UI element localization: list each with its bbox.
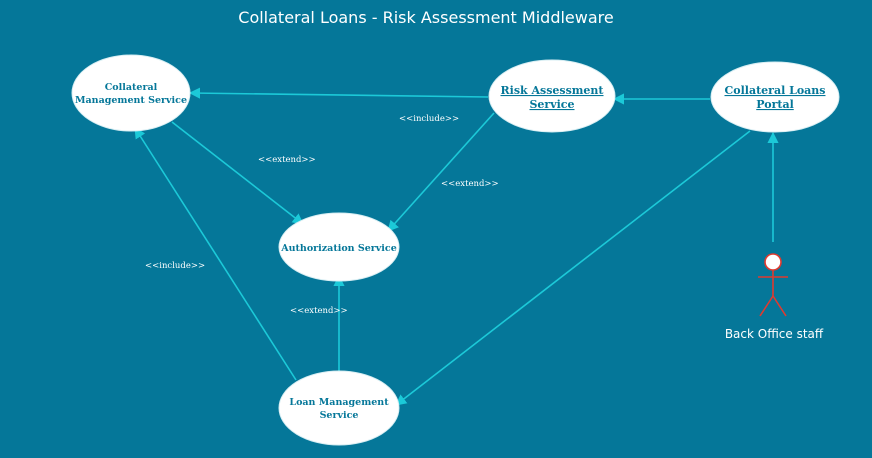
node-label-line-2: Service [320, 410, 359, 421]
use-case-risk-assessment-service[interactable]: Risk Assessment Service [488, 59, 616, 133]
node-label-line-1: Risk Assessment [501, 84, 605, 97]
edge-loan-to-collateral [134, 127, 297, 381]
node-label-line-1: Collateral [105, 82, 158, 93]
node-label-line-2: Management Service [75, 95, 187, 106]
edge-portal-to-loan [395, 130, 751, 406]
use-case-authorization-service[interactable]: Authorization Service [278, 212, 400, 282]
actor-back-office-staff[interactable]: Back Office staff [725, 253, 824, 341]
node-label-line-2: Service [529, 98, 574, 111]
use-case-collateral-management-service[interactable]: Collateral Management Service [71, 54, 191, 132]
use-case-collateral-loans-portal[interactable]: Collateral Loans Portal [710, 61, 840, 133]
edge-collateral-to-auth [171, 121, 304, 225]
edge-label-include-loan-collateral: <<include>> [145, 261, 205, 271]
edge-label-include-risk-collateral: <<include>> [399, 114, 459, 124]
node-label-line-1: Loan Management [289, 397, 389, 408]
edge-label-extend-loan-auth: <<extend>> [290, 306, 348, 316]
actor-label: Back Office staff [725, 327, 824, 341]
node-label-line-1: Authorization Service [280, 243, 397, 254]
diagram-title: Collateral Loans - Risk Assessment Middl… [238, 8, 614, 27]
node-label-line-1: Collateral Loans [725, 84, 826, 97]
actor-icon [758, 253, 788, 317]
node-label-line-2: Portal [756, 98, 794, 111]
edge-label-extend-collateral-auth: <<extend>> [258, 155, 316, 165]
edge-label-extend-risk-auth: <<extend>> [441, 179, 499, 189]
edge-risk-to-auth [387, 112, 495, 232]
use-case-loan-management-service[interactable]: Loan Management Service [278, 370, 400, 446]
edge-risk-to-collateral [188, 87, 489, 99]
